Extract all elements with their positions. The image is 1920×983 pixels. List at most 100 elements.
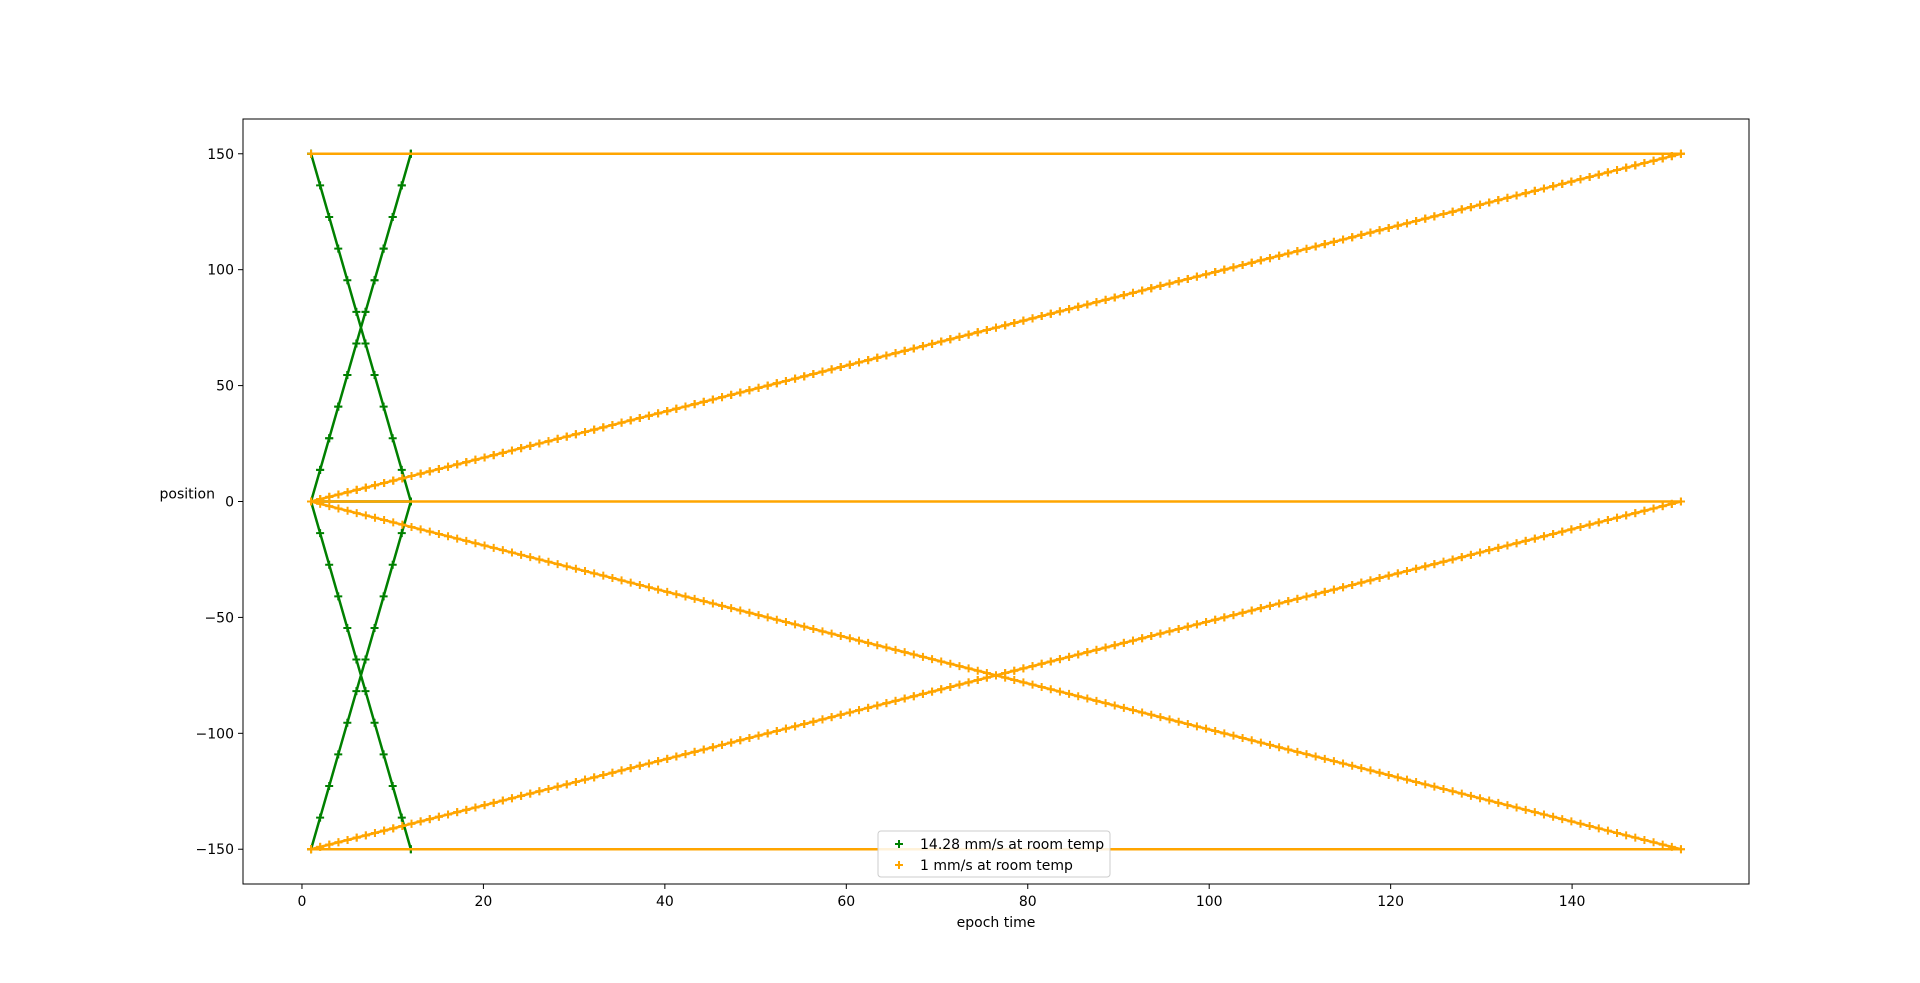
data-point bbox=[818, 627, 827, 636]
data-point bbox=[325, 492, 334, 501]
data-point bbox=[1156, 629, 1165, 638]
data-point bbox=[1192, 620, 1201, 629]
data-point bbox=[791, 374, 800, 383]
data-point bbox=[1658, 154, 1667, 163]
data-point bbox=[325, 560, 334, 569]
data-point bbox=[1001, 321, 1010, 330]
data-point bbox=[1247, 736, 1256, 745]
data-point bbox=[1676, 149, 1685, 158]
data-point bbox=[535, 787, 544, 796]
y-tick-label: 50 bbox=[216, 379, 234, 395]
data-point bbox=[480, 801, 489, 810]
data-point bbox=[1110, 293, 1119, 302]
data-point bbox=[398, 474, 407, 483]
y-tick-label: −150 bbox=[196, 842, 234, 858]
data-point bbox=[1320, 587, 1329, 596]
data-point bbox=[1448, 787, 1457, 796]
data-point bbox=[316, 181, 325, 190]
data-point bbox=[772, 727, 781, 735]
data-point bbox=[407, 819, 416, 828]
data-point bbox=[1110, 641, 1119, 650]
data-point bbox=[389, 476, 398, 485]
data-point bbox=[471, 803, 480, 812]
data-point bbox=[1329, 757, 1338, 766]
data-point bbox=[498, 546, 507, 555]
data-point bbox=[626, 578, 635, 587]
data-point bbox=[1010, 666, 1019, 675]
data-point bbox=[1549, 182, 1558, 191]
data-point bbox=[644, 411, 653, 420]
data-point bbox=[1576, 523, 1585, 531]
data-point bbox=[1083, 648, 1092, 657]
data-point bbox=[1585, 520, 1594, 529]
data-point bbox=[1594, 518, 1603, 527]
data-point bbox=[1558, 179, 1567, 188]
data-point bbox=[316, 842, 325, 851]
data-point bbox=[407, 472, 416, 480]
data-point bbox=[1485, 198, 1494, 207]
data-point bbox=[370, 513, 379, 522]
data-point bbox=[1503, 541, 1512, 550]
data-point bbox=[964, 664, 973, 673]
data-point bbox=[1019, 664, 1028, 673]
data-point bbox=[361, 655, 370, 664]
data-point bbox=[1302, 244, 1311, 253]
data-point bbox=[1339, 583, 1348, 592]
data-point bbox=[1594, 170, 1603, 179]
data-point bbox=[379, 592, 388, 601]
data-point bbox=[772, 379, 781, 388]
data-point bbox=[1466, 550, 1475, 559]
data-point bbox=[1457, 789, 1466, 798]
data-point bbox=[370, 718, 379, 727]
data-point bbox=[1302, 750, 1311, 759]
data-point bbox=[718, 601, 727, 610]
data-point bbox=[453, 534, 462, 543]
data-point bbox=[1375, 768, 1384, 777]
data-point bbox=[1101, 643, 1110, 652]
data-point bbox=[982, 673, 991, 682]
data-point bbox=[1220, 729, 1229, 738]
data-point bbox=[1521, 805, 1530, 814]
data-point bbox=[736, 606, 745, 615]
data-point bbox=[453, 808, 462, 817]
data-point bbox=[1275, 743, 1284, 752]
data-point bbox=[727, 604, 736, 613]
data-point bbox=[1339, 235, 1348, 244]
data-point bbox=[1375, 574, 1384, 582]
data-point bbox=[397, 465, 406, 474]
data-point bbox=[1165, 627, 1174, 636]
data-point bbox=[745, 608, 754, 617]
data-point bbox=[754, 731, 763, 740]
data-point bbox=[471, 539, 480, 548]
data-point bbox=[1293, 594, 1302, 603]
data-point bbox=[343, 506, 352, 515]
data-point bbox=[882, 643, 891, 652]
data-point bbox=[1284, 745, 1293, 754]
data-point bbox=[836, 363, 845, 372]
data-point bbox=[590, 773, 599, 782]
data-point bbox=[1658, 840, 1667, 849]
data-point bbox=[1521, 189, 1530, 198]
legend: 14.28 mm/s at room temp 1 mm/s at room te… bbox=[877, 830, 1111, 878]
data-point bbox=[1092, 645, 1101, 654]
data-point bbox=[1622, 511, 1631, 520]
data-point bbox=[608, 421, 617, 429]
data-point bbox=[635, 414, 644, 423]
data-point bbox=[663, 587, 672, 596]
data-point bbox=[1220, 613, 1229, 622]
data-point bbox=[727, 390, 736, 399]
data-point bbox=[1384, 571, 1393, 580]
data-point bbox=[480, 541, 489, 550]
data-point bbox=[718, 740, 727, 749]
data-point bbox=[462, 458, 471, 467]
data-point bbox=[471, 455, 480, 464]
data-point bbox=[1485, 796, 1494, 805]
data-point bbox=[763, 729, 772, 738]
data-point bbox=[343, 718, 352, 727]
data-point bbox=[1622, 831, 1631, 840]
data-point bbox=[1667, 842, 1676, 851]
y-tick-label: −50 bbox=[204, 610, 234, 626]
data-point bbox=[1174, 277, 1183, 286]
data-point bbox=[1366, 766, 1375, 775]
data-point bbox=[1549, 529, 1558, 538]
